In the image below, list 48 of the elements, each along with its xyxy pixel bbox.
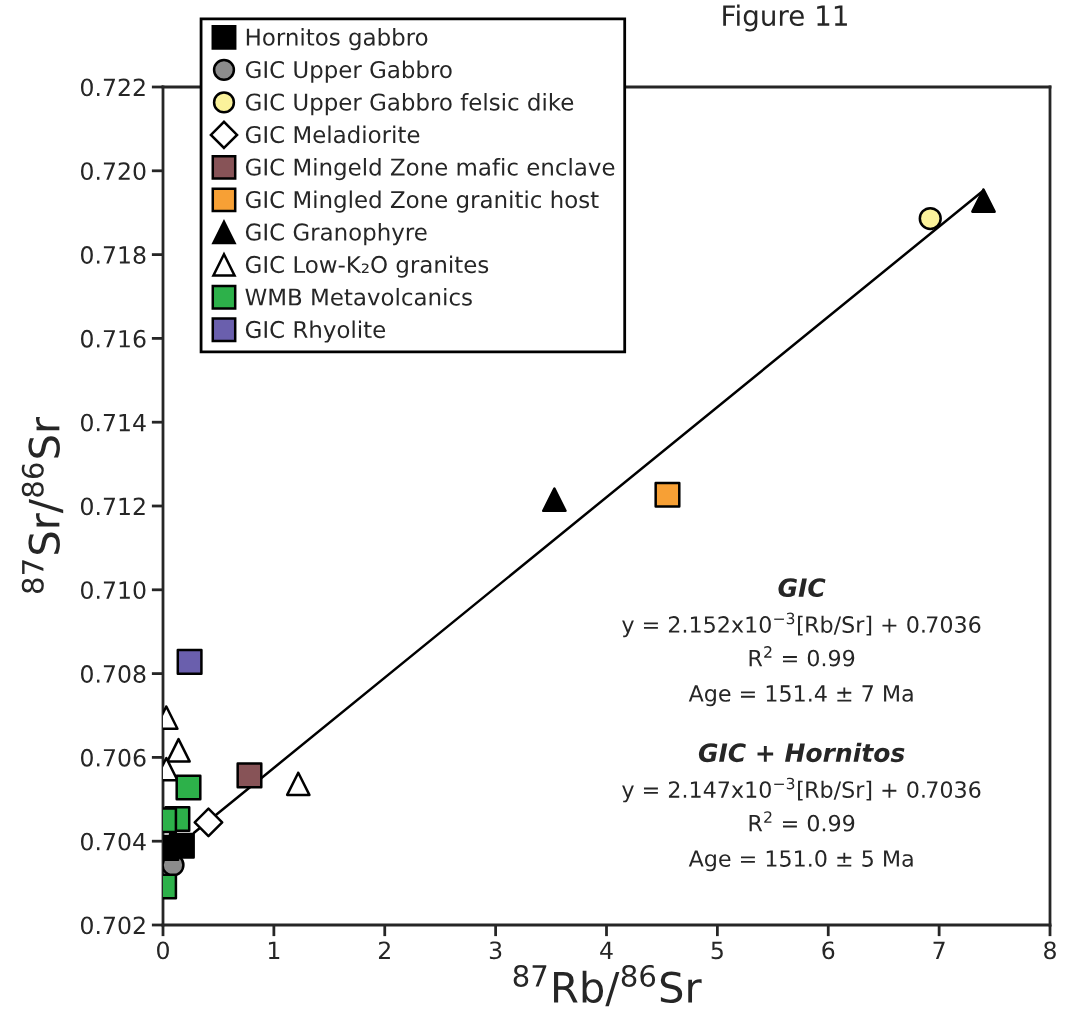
caption: Figure 11 <box>723 4 847 32</box>
legend-label: GIC Upper Gabbro <box>245 60 452 83</box>
point <box>236 762 263 789</box>
legend-label: GIC Meladiorite <box>245 125 420 144</box>
annotation: y = 2.147x10$^{−3}$[Rb/Sr] + 0.7036 <box>622 777 981 803</box>
x-tick-label: 0 <box>157 941 169 960</box>
x-tick-label: 6 <box>822 941 835 960</box>
annotation: y = 2.152x10$^{−3}$[Rb/Sr] + 0.7036 <box>622 612 981 638</box>
x-tick-label: 5 <box>711 941 723 960</box>
y-tick-label: 0.718 <box>80 246 146 264</box>
y-tick-label: 0.708 <box>80 665 146 683</box>
legend-label: Hornitos gabbro <box>246 28 428 51</box>
legend-label: GIC Granophyre <box>245 222 427 246</box>
x-tick-label: 1 <box>268 941 280 959</box>
y-tick-label: 0.720 <box>80 162 146 181</box>
y-axis-title: $^{87}$Sr/$^{86}$Sr <box>21 416 64 593</box>
legend-label: GIC Low-K₂O granites <box>245 255 489 278</box>
x-tick-label: 3 <box>489 941 502 960</box>
y-tick-label: 0.716 <box>80 329 146 348</box>
point <box>654 481 681 508</box>
annotation: GIC <box>778 578 826 598</box>
annotation: Age = 151.0 ± 5 Ma <box>688 850 913 872</box>
y-tick-label: 0.702 <box>80 916 145 935</box>
legend-label: GIC Mingled Zone granitic host <box>245 190 599 213</box>
annotation: Age = 151.4 ± 7 Ma <box>688 685 913 707</box>
y-tick-label: 0.714 <box>80 413 146 432</box>
point <box>918 206 942 231</box>
legend-label: GIC Upper Gabbro felsic dike <box>245 93 574 116</box>
point <box>193 807 224 838</box>
x-tick-label: 8 <box>1044 941 1056 960</box>
x-tick-label: 2 <box>378 941 390 959</box>
legend-label: GIC Mingeld Zone mafic enclave <box>245 157 615 181</box>
legend-label: GIC Rhyolite <box>245 320 386 343</box>
point <box>971 188 996 213</box>
annotation: GIC + Hornitos <box>698 742 905 763</box>
point <box>176 648 203 675</box>
y-tick-label: 0.722 <box>80 78 145 97</box>
y-tick-label: 0.710 <box>80 581 146 600</box>
annotation: R$^{2}$ = 0.99 <box>749 646 855 667</box>
point <box>542 487 567 513</box>
x-tick-label: 4 <box>600 941 613 959</box>
legend-label: WMB Metavolcanics <box>245 287 472 306</box>
x-axis-title: $^{87}$Rb/$^{86}$Sr <box>513 964 702 1007</box>
y-tick-label: 0.712 <box>80 497 145 516</box>
y-tick-label: 0.706 <box>80 748 146 767</box>
annotation: R$^{2}$ = 0.99 <box>749 811 855 832</box>
x-tick-label: 7 <box>933 941 945 959</box>
y-tick-label: 0.704 <box>80 832 146 851</box>
